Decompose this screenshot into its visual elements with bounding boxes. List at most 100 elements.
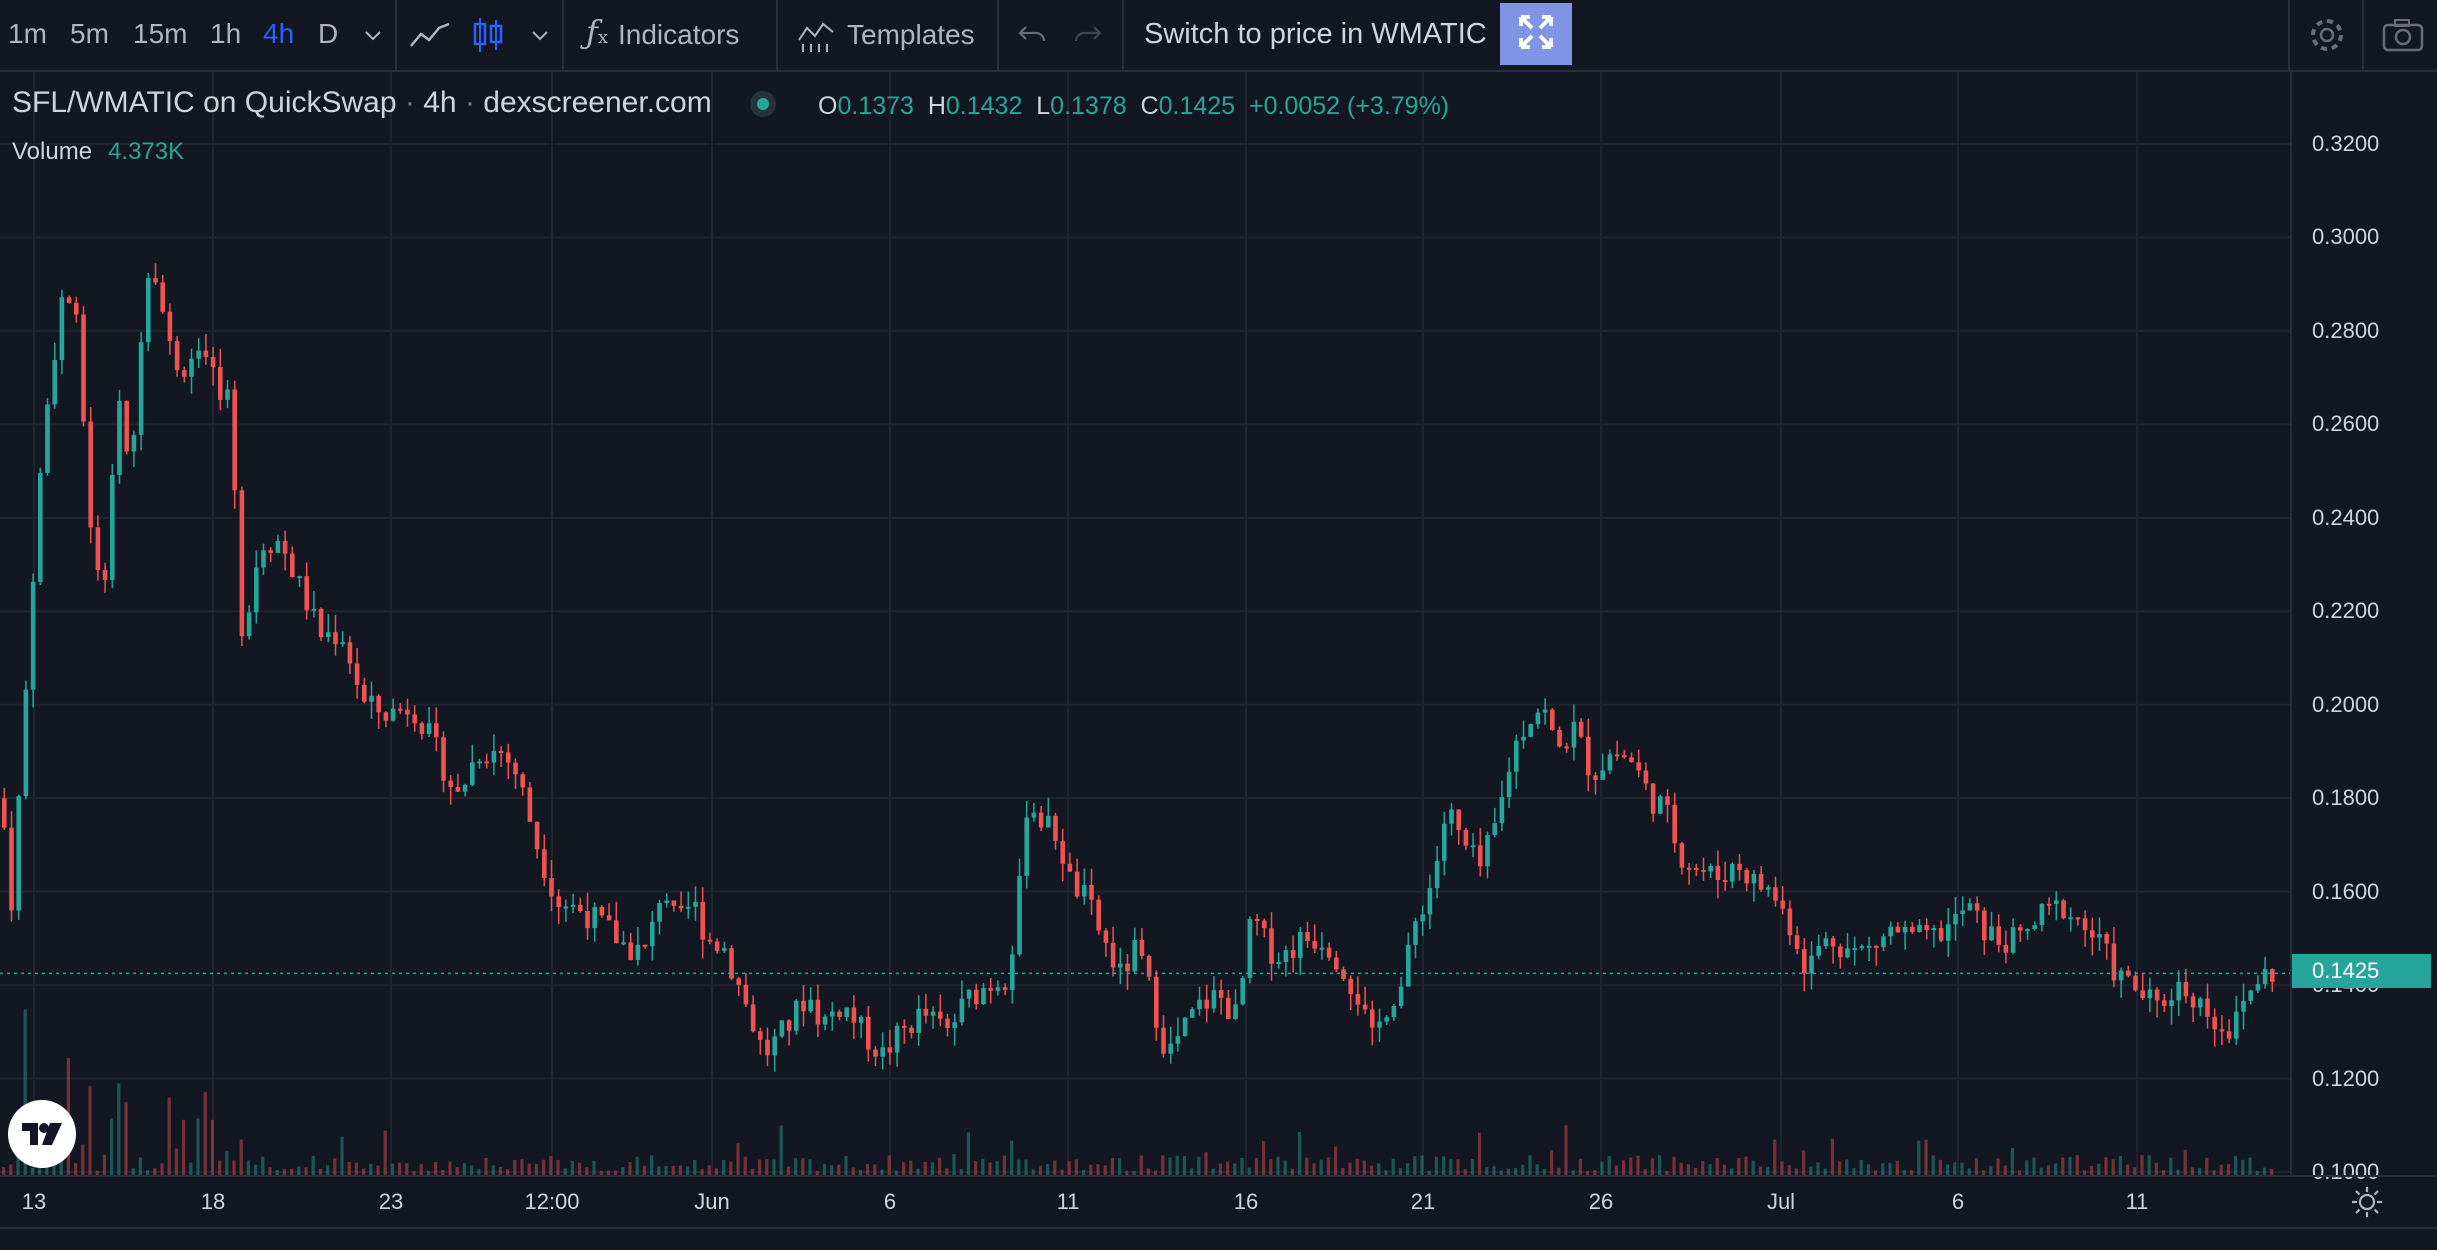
- ohlc-values: O0.1373 H0.1432 L0.1378 C0.1425 +0.0052 …: [818, 92, 1450, 120]
- interval-d[interactable]: D: [318, 18, 339, 49]
- volume-bar: [2162, 1170, 2166, 1175]
- volume-bar: [2234, 1155, 2238, 1175]
- candle-body: [390, 708, 396, 721]
- candle-body: [1247, 919, 1253, 979]
- candle-body: [750, 1004, 756, 1032]
- candle-body: [2118, 970, 2124, 981]
- templates-button[interactable]: Templates: [797, 0, 975, 70]
- candle-body: [1974, 903, 1980, 911]
- candle-body: [2010, 927, 2016, 953]
- volume-bar: [1658, 1155, 1662, 1175]
- candle-body: [462, 784, 468, 792]
- switch-price-button[interactable]: Switch to price in WMATIC: [1144, 18, 1487, 50]
- candle-body: [1809, 955, 1814, 974]
- indicators-button[interactable]: ƒx Indicators: [586, 0, 739, 70]
- candle-body: [196, 350, 201, 359]
- candle-body: [2248, 990, 2253, 1001]
- volume-bar: [1708, 1163, 1712, 1175]
- candle-body: [74, 302, 79, 315]
- candle-body: [938, 1011, 943, 1019]
- chevron-down-icon[interactable]: [525, 10, 555, 60]
- candle-body: [1154, 976, 1159, 1028]
- volume-bar: [1823, 1168, 1827, 1175]
- volume-bar: [1463, 1169, 1467, 1175]
- volume-bar: [506, 1169, 510, 1175]
- undo-icon[interactable]: [1010, 10, 1054, 60]
- volume-bar: [1953, 1162, 1957, 1175]
- candle-body: [160, 282, 165, 312]
- volume-bar: [2270, 1169, 2274, 1175]
- volume-bar: [1535, 1164, 1539, 1175]
- volume-bar: [808, 1159, 812, 1175]
- candle-body: [959, 998, 965, 1023]
- candle-body: [174, 341, 180, 371]
- time-axis[interactable]: 13 18 23 12:00 Jun 6 11 16 21 26 Jul 6 11: [0, 1175, 2437, 1227]
- volume-bar: [1449, 1159, 1453, 1175]
- candle-body: [801, 1000, 806, 1012]
- gear-icon[interactable]: [2302, 10, 2352, 60]
- candle-body: [426, 723, 432, 734]
- candle-body: [1550, 709, 1555, 730]
- candle-body: [1017, 875, 1022, 955]
- volume-bar: [1370, 1165, 1374, 1175]
- volume-bar: [2255, 1170, 2259, 1175]
- candle-body: [1686, 867, 1692, 870]
- volume-bar: [959, 1169, 963, 1175]
- volume-bar: [736, 1142, 740, 1175]
- interval-15m[interactable]: 15m: [133, 18, 188, 49]
- candle-body: [311, 608, 317, 611]
- redo-icon[interactable]: [1066, 10, 1110, 60]
- volume-bar: [2, 1167, 6, 1175]
- candle-body: [1370, 1009, 1375, 1028]
- fullscreen-button[interactable]: [1500, 3, 1572, 65]
- interval-5m[interactable]: 5m: [70, 18, 109, 49]
- volume-bar: [880, 1169, 884, 1175]
- volume-bar: [1182, 1156, 1186, 1175]
- candle-body: [1182, 1017, 1188, 1037]
- symbol-title[interactable]: SFL/WMATIC on QuickSwap: [12, 86, 397, 119]
- volume-bar: [714, 1168, 718, 1175]
- price-axis[interactable]: 0.3200 0.3000 0.2800 0.2600 0.2400 0.2200 0.20…: [2290, 72, 2437, 1184]
- volume-bar: [815, 1170, 819, 1175]
- volume-bar: [261, 1156, 265, 1175]
- interval-1m[interactable]: 1m: [8, 18, 47, 49]
- volume-bar: [1125, 1170, 1129, 1175]
- candle-body: [1067, 863, 1073, 872]
- candle-body: [1413, 921, 1418, 945]
- candle-body: [455, 787, 461, 792]
- tradingview-logo-icon[interactable]: [8, 1100, 76, 1168]
- price-chart[interactable]: [0, 72, 2290, 1175]
- chevron-down-icon[interactable]: [358, 10, 388, 60]
- volume-bar: [1377, 1163, 1381, 1175]
- interval-4h[interactable]: 4h: [263, 18, 295, 49]
- candle-body: [1701, 869, 1706, 872]
- volume-bar: [203, 1092, 207, 1175]
- volume-bar: [2032, 1157, 2036, 1175]
- volume-bar: [1902, 1169, 1906, 1175]
- candle-body: [974, 989, 979, 1005]
- candle-body: [347, 642, 353, 664]
- volume-bar: [945, 1168, 949, 1175]
- candle-body: [369, 695, 374, 702]
- candle-body: [297, 576, 302, 579]
- candle-body: [189, 358, 194, 377]
- candle-body: [2176, 981, 2181, 1001]
- volume-bar: [1758, 1166, 1762, 1175]
- camera-icon[interactable]: [2376, 10, 2430, 60]
- candles-icon[interactable]: [465, 10, 510, 60]
- candle-body: [1125, 963, 1130, 972]
- sun-settings-icon[interactable]: [2350, 1185, 2384, 1224]
- volume-bar: [1629, 1157, 1633, 1175]
- volume-bar: [138, 1157, 142, 1175]
- volume-bar: [1283, 1160, 1287, 1175]
- volume-bar: [405, 1163, 409, 1175]
- line-chart-icon[interactable]: [405, 10, 455, 60]
- volume-value: 4.373K: [108, 138, 185, 165]
- candle-body: [606, 915, 612, 921]
- candle-body: [81, 314, 86, 422]
- interval-1h[interactable]: 1h: [210, 18, 242, 49]
- volume-bar: [1478, 1132, 1482, 1175]
- volume-bar: [2018, 1170, 2022, 1175]
- candle-body: [1766, 887, 1771, 890]
- time-tick-label: 21: [1410, 1189, 1436, 1214]
